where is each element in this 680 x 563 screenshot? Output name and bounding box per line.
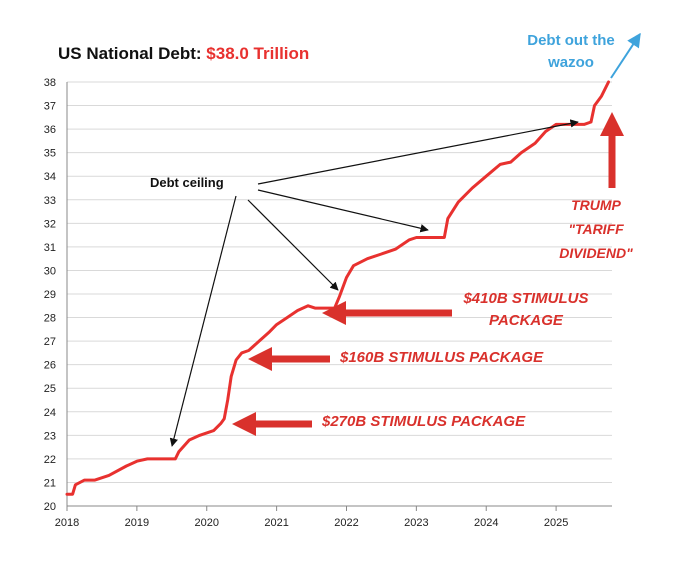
y-tick-label: 34 (44, 171, 56, 183)
x-tick-label: 2023 (404, 517, 428, 529)
x-tick-label: 2022 (334, 517, 358, 529)
y-tick-label: 22 (44, 454, 56, 466)
chart-title: US National Debt: $38.0 Trillion (58, 44, 309, 64)
stimulus-270-label: $270B STIMULUS PACKAGE (322, 413, 526, 430)
ceiling-arrow-2021 (247, 199, 339, 291)
y-tick-label: 38 (44, 77, 56, 89)
x-tick-label: 2021 (264, 517, 288, 529)
stimulus-410-line2: PACKAGE (489, 312, 563, 329)
debt-ceiling-label: Debt ceiling (150, 175, 224, 190)
trump-line2: "TARIFF (568, 221, 624, 237)
stimulus-410-line1: $410B STIMULUS (463, 290, 589, 307)
grid (67, 81, 612, 507)
x-tick-label: 2018 (55, 517, 79, 529)
axes: 2021222324252627282930313233343536373820… (44, 77, 612, 529)
x-tick-label: 2025 (544, 517, 568, 529)
trump-label: TRUMP "TARIFF DIVIDEND" (548, 193, 644, 265)
trump-line3: DIVIDEND" (559, 245, 633, 261)
y-tick-label: 25 (44, 383, 56, 395)
y-tick-label: 28 (44, 313, 56, 325)
y-tick-label: 27 (44, 336, 56, 348)
y-tick-label: 29 (44, 289, 56, 301)
stimulus-410-label: $410B STIMULUS PACKAGE (452, 288, 600, 332)
stimulus-410-arrow (322, 301, 452, 325)
stimulus-160-arrow (248, 347, 330, 371)
ceiling-arrow-2025 (257, 119, 579, 185)
ceiling-arrow-2019 (169, 195, 237, 447)
y-tick-label: 24 (44, 407, 56, 419)
annotation-arrows (169, 32, 641, 447)
y-tick-label: 23 (44, 430, 56, 442)
ceiling-arrow-2023 (257, 189, 429, 233)
chart-title-value: $38.0 Trillion (206, 44, 310, 63)
y-tick-label: 32 (44, 218, 56, 230)
chart-title-prefix: US National Debt: (58, 44, 202, 63)
y-tick-label: 30 (44, 265, 56, 277)
series (65, 80, 610, 496)
y-tick-label: 31 (44, 242, 56, 254)
wazoo-note: Debt out the wazoo (527, 32, 615, 71)
y-tick-label: 35 (44, 148, 56, 160)
y-tick-label: 37 (44, 101, 56, 113)
y-tick-label: 26 (44, 360, 56, 372)
stimulus-270-arrow (232, 412, 312, 436)
y-tick-label: 36 (44, 124, 56, 136)
y-tick-label: 20 (44, 501, 56, 513)
y-tick-label: 33 (44, 195, 56, 207)
y-tick-label: 21 (44, 477, 56, 489)
wazoo-arrow (610, 32, 641, 79)
x-tick-label: 2024 (474, 517, 498, 529)
x-tick-label: 2019 (125, 517, 149, 529)
trump-line1: TRUMP (571, 197, 621, 213)
stimulus-160-label: $160B STIMULUS PACKAGE (340, 349, 544, 366)
x-tick-label: 2020 (195, 517, 219, 529)
trump-arrow (600, 112, 624, 188)
debt-series-line (65, 80, 610, 496)
